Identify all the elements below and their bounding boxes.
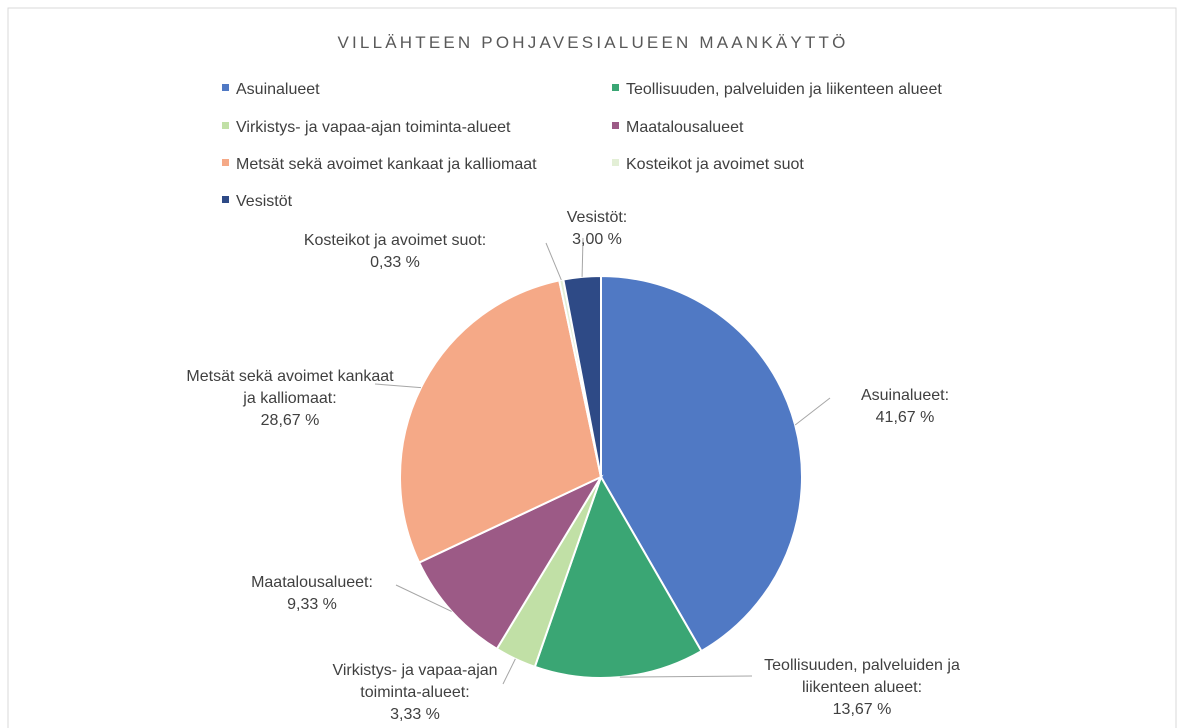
chart-frame bbox=[7, 7, 1177, 728]
leader-line bbox=[794, 397, 831, 426]
legend-item: Kosteikot ja avoimet suot bbox=[612, 156, 804, 174]
data-label-category: Metsät sekä avoimet kankaat ja kalliomaa… bbox=[186, 368, 394, 407]
legend-item: Asuinalueet bbox=[222, 81, 320, 99]
leader-line bbox=[395, 584, 452, 612]
legend-item: Teollisuuden, palveluiden ja liikenteen … bbox=[612, 81, 942, 99]
data-label-value: 0,33 % bbox=[370, 254, 420, 271]
legend-label: Teollisuuden, palveluiden ja liikenteen … bbox=[626, 81, 942, 98]
data-label: Teollisuuden, palveluiden ja liikenteen … bbox=[747, 655, 977, 721]
legend-swatch bbox=[612, 84, 619, 92]
data-label: Vesistöt: 3,00 % bbox=[542, 207, 652, 251]
data-label: Asuinalueet: 41,67 % bbox=[830, 385, 980, 429]
legend-swatch bbox=[612, 122, 619, 130]
leader-line bbox=[581, 237, 584, 277]
data-label-category: Vesistöt bbox=[566, 209, 623, 226]
legend-item: Vesistöt bbox=[222, 193, 292, 211]
data-label-category: Maatalousalueet bbox=[251, 574, 369, 591]
data-label-category: Kosteikot ja avoimet suot bbox=[303, 232, 482, 249]
data-label-separator: : bbox=[481, 232, 487, 249]
data-label-category: Virkistys- ja vapaa-ajan toiminta-alueet bbox=[332, 662, 498, 701]
pie-slice bbox=[417, 474, 604, 651]
pie-slice bbox=[399, 279, 603, 564]
data-label: Virkistys- ja vapaa-ajan toiminta-alueet… bbox=[310, 660, 520, 726]
data-label-separator: : bbox=[944, 387, 950, 404]
data-label-separator: : bbox=[332, 390, 337, 407]
legend-item: Metsät sekä avoimet kankaat ja kalliomaa… bbox=[222, 156, 537, 174]
legend-swatch bbox=[222, 159, 229, 167]
data-label-separator: : bbox=[917, 679, 923, 696]
data-label-separator: : bbox=[368, 574, 373, 591]
legend-label: Asuinalueet bbox=[236, 81, 320, 98]
data-label-separator: : bbox=[465, 684, 470, 701]
chart-title: VILLÄHTEEN POHJAVESIALUEEN MAANKÄYTTÖ bbox=[337, 33, 849, 52]
leader-line bbox=[502, 658, 516, 685]
data-label-value: 3,33 % bbox=[390, 706, 440, 723]
data-label: Metsät sekä avoimet kankaat ja kalliomaa… bbox=[185, 366, 395, 432]
data-label-value: 28,67 % bbox=[260, 412, 320, 429]
legend-label: Maatalousalueet bbox=[626, 119, 744, 136]
data-label-separator: : bbox=[622, 209, 628, 226]
legend-label: Virkistys- ja vapaa-ajan toiminta-alueet bbox=[236, 119, 511, 136]
pie-slice bbox=[600, 274, 803, 653]
data-label: Maatalousalueet: 9,33 % bbox=[227, 572, 397, 616]
leader-line bbox=[545, 242, 562, 281]
data-label-value: 13,67 % bbox=[832, 701, 892, 718]
data-label-value: 41,67 % bbox=[875, 409, 935, 426]
pie-slice bbox=[533, 474, 703, 679]
data-label: Kosteikot ja avoimet suot: 0,33 % bbox=[270, 230, 520, 274]
legend-label: Metsät sekä avoimet kankaat ja kalliomaa… bbox=[236, 156, 537, 173]
leader-line bbox=[619, 675, 753, 678]
legend-label: Kosteikot ja avoimet suot bbox=[626, 156, 804, 173]
legend-item: Virkistys- ja vapaa-ajan toiminta-alueet bbox=[222, 119, 511, 137]
data-label-category: Teollisuuden, palveluiden ja liikenteen … bbox=[764, 657, 960, 696]
data-label-category: Asuinalueet bbox=[860, 387, 945, 404]
legend-swatch bbox=[222, 196, 229, 204]
leader-line bbox=[374, 383, 422, 389]
legend-item: Maatalousalueet bbox=[612, 119, 743, 137]
legend-swatch bbox=[222, 84, 229, 92]
legend-swatch bbox=[612, 159, 619, 167]
legend-label: Vesistöt bbox=[236, 193, 293, 210]
legend-swatch bbox=[222, 122, 229, 130]
data-label-value: 9,33 % bbox=[287, 596, 337, 613]
data-label-value: 3,00 % bbox=[572, 231, 622, 248]
